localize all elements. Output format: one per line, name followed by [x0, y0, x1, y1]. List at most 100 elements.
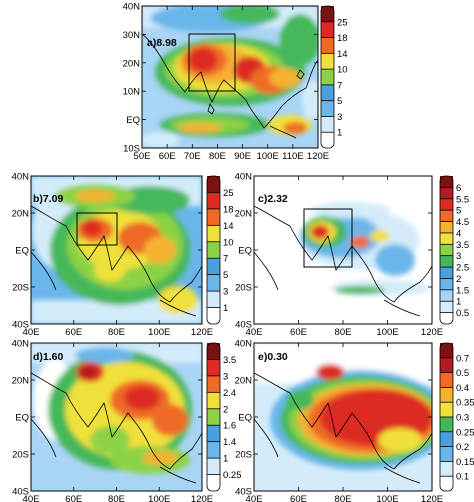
colorbar-label: 3: [223, 371, 228, 382]
colorbar-label: 5: [223, 270, 228, 281]
colorbar-label: 6: [456, 183, 461, 194]
colorbar-outline: [206, 175, 221, 325]
colorbar-label: 2: [223, 404, 228, 415]
panel-e: e)0.30: [253, 342, 433, 492]
colorbar-label: 2.5: [456, 263, 469, 274]
colorbar-label: 10: [223, 237, 234, 248]
colorbar-label: 2: [456, 274, 461, 285]
lat-tick-label: 20S: [12, 450, 29, 461]
colorbar-label: 1.4: [223, 437, 236, 448]
lon-tick-label: 120E: [191, 494, 213, 502]
colorbar-label: 25: [223, 188, 234, 199]
colorbar-segment: [440, 301, 453, 313]
colorbar-segment: [321, 84, 334, 101]
colorbar-segment: [207, 474, 220, 492]
lat-tick-label: 10N: [123, 87, 141, 98]
coastline: [254, 251, 279, 291]
lon-tick-label: 40E: [23, 494, 40, 502]
colorbar-label: 1: [456, 297, 461, 308]
lon-tick-label: 80E: [209, 151, 226, 162]
colorbar-segment: [440, 372, 453, 388]
panel-c: c)2.32: [253, 175, 433, 325]
colorbar-segment: [440, 278, 453, 291]
colorbar-segment: [207, 343, 220, 360]
lat-tick-label: 30N: [123, 30, 141, 41]
colorbar-segment: [207, 307, 220, 325]
lat-tick-label: 40N: [12, 172, 30, 183]
lat-tick-label: 40S: [12, 320, 29, 331]
colorbar-label: 0.2: [456, 442, 469, 453]
colorbar-label: 14: [337, 49, 348, 60]
colorbar-segment: [321, 69, 334, 86]
colorbar-segment: [207, 192, 220, 210]
colorbar-label: 18: [223, 204, 234, 215]
panel-label: e)0.30: [258, 351, 288, 363]
lat-tick-label: 40N: [12, 339, 30, 350]
island-outline: [296, 69, 305, 80]
colorbar-segment: [440, 221, 453, 234]
colorbar-label: 1.5: [456, 285, 469, 296]
colorbar-label: 0.25: [456, 427, 474, 438]
colorbar-label: 4.5: [456, 217, 469, 228]
lon-tick-label: 100E: [376, 327, 398, 338]
colorbar-segment: [440, 312, 453, 325]
lat-tick-label: EQ: [238, 413, 252, 424]
colorbar-segment: [207, 208, 220, 226]
colorbar-segment: [440, 461, 453, 477]
colorbar-segment: [207, 425, 220, 442]
lon-tick-label: 50E: [134, 151, 151, 162]
colorbar-label: 2.4: [223, 388, 236, 399]
colorbar-label: 1: [337, 128, 342, 139]
colorbar-label: 3: [223, 287, 228, 298]
colorbar-segment: [207, 458, 220, 475]
panel-label: d)1.60: [33, 351, 64, 363]
colorbar-label: 1: [223, 303, 228, 314]
colorbar-segment: [321, 37, 334, 54]
colorbar-e: 0.7 0.5 0.4 0.35 0.3 0.25 0.2 0.15 0.1: [439, 342, 474, 492]
colorbar-segment: [440, 210, 453, 222]
lon-tick-label: 60E: [159, 151, 176, 162]
colorbar-outline: [439, 175, 454, 325]
colorbar-segment: [207, 225, 220, 243]
colorbar-segment: [207, 359, 220, 377]
colorbar-segment: [321, 132, 334, 149]
colorbar-segment: [207, 258, 220, 275]
colorbar-label: 5: [456, 206, 461, 217]
colorbar-label: 0.3: [456, 413, 469, 424]
lat-tick-label: 20N: [12, 376, 30, 387]
lon-tick-label: 60E: [290, 327, 307, 338]
colorbar-a: 25 18 14 10 7 5 3 1: [320, 5, 348, 149]
region-box: [76, 212, 118, 246]
colorbar-segment: [440, 255, 453, 268]
lat-tick-label: 20S: [235, 450, 252, 461]
lon-tick-label: 100E: [148, 327, 170, 338]
colorbar-segment: [207, 176, 220, 193]
colorbar-label: 3: [337, 112, 342, 123]
lon-tick-label: 70E: [184, 151, 201, 162]
panel-d: d)1.60: [30, 342, 203, 492]
colorbar-label: 1.6: [223, 421, 236, 432]
panel-a: a)8.98: [141, 5, 319, 149]
lon-tick-label: 60E: [290, 494, 307, 502]
lon-tick-label: 80E: [108, 494, 125, 502]
colorbar-segment: [440, 289, 453, 302]
island-outline: [269, 125, 297, 139]
lat-tick-label: 20N: [12, 209, 30, 220]
colorbar-label: 7: [223, 254, 228, 265]
lon-tick-label: 100E: [148, 494, 170, 502]
colorbar-segment: [207, 375, 220, 393]
lat-tick-label: 40N: [235, 172, 253, 183]
colorbar-label: 10: [337, 65, 348, 76]
coastline: [254, 205, 432, 303]
colorbar-outline: [206, 342, 221, 492]
lon-tick-label: 40E: [23, 327, 40, 338]
lat-tick-label: 40S: [235, 320, 252, 331]
colorbar-label: 0.7: [456, 353, 469, 364]
colorbar-segment: [440, 267, 453, 279]
lat-tick-label: 20S: [235, 283, 252, 294]
lon-tick-label: 90E: [234, 151, 251, 162]
colorbar-segment: [321, 116, 334, 133]
lon-tick-label: 60E: [65, 327, 82, 338]
colorbars: 25181410753125181410753165.554.543.532.5…: [206, 5, 474, 492]
